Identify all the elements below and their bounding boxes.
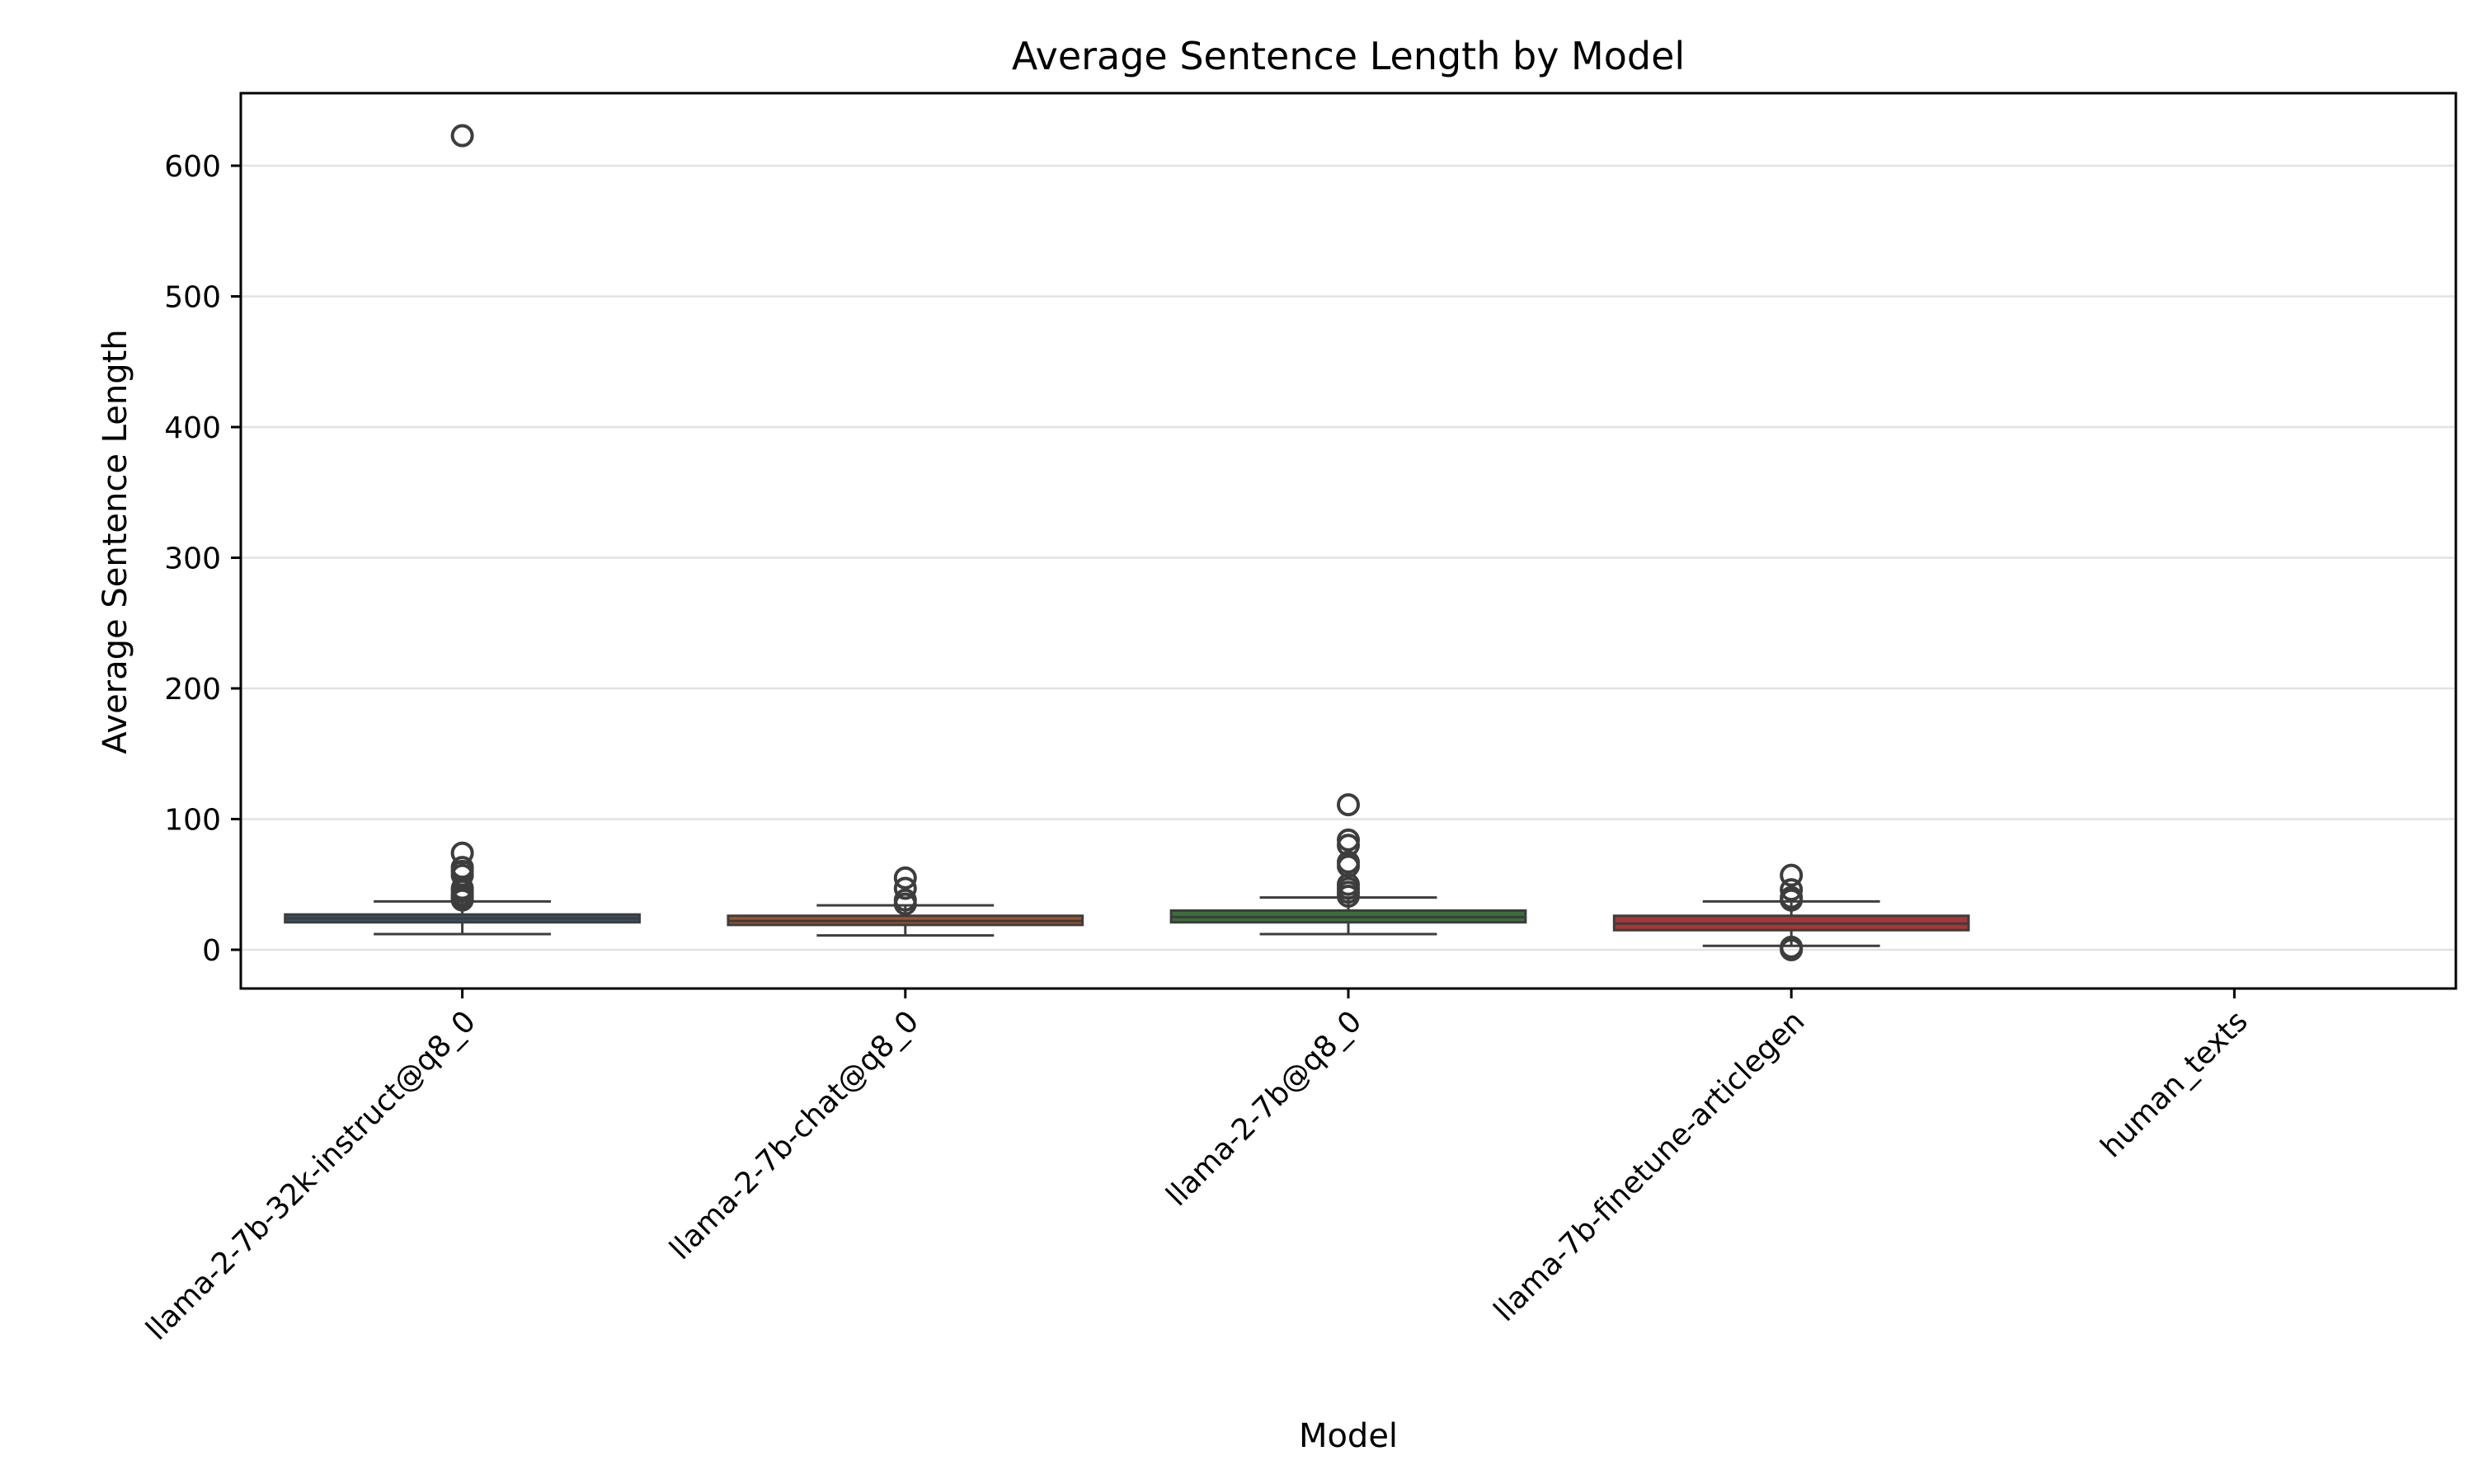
y-tick-label: 500 — [164, 281, 221, 315]
box-group — [284, 124, 641, 936]
box-series — [284, 124, 1970, 961]
outlier-point — [1780, 863, 1804, 887]
outlier-point — [1780, 885, 1804, 909]
x-tick-label: llama-2-7b-chat@q8_0 — [663, 1004, 925, 1266]
x-axis: llama-2-7b-32k-instruct@q8_0 llama-2-7b-c… — [140, 989, 2255, 1347]
box-group — [727, 866, 1084, 937]
outlier-point — [1780, 878, 1804, 902]
box-group — [1169, 793, 1527, 936]
outlier-point — [1337, 850, 1360, 874]
y-axis: 0 100 200 300 400 500 600 — [164, 150, 241, 968]
outlier-point — [450, 841, 474, 865]
outlier-point — [450, 856, 474, 880]
x-tick-label: llama-7b-finetune-articlegen — [1488, 1004, 1812, 1328]
x-axis-label: Model — [1299, 1417, 1398, 1455]
x-tick-label: llama-2-7b-32k-instruct@q8_0 — [140, 1004, 482, 1346]
outlier-point — [450, 124, 474, 148]
x-tick-label: llama-2-7b@q8_0 — [1160, 1004, 1369, 1213]
outlier-point — [1337, 828, 1360, 852]
outlier-point — [1337, 793, 1360, 817]
outlier-point — [1780, 935, 1804, 959]
y-axis-label: Average Sentence Length — [96, 329, 134, 754]
x-tick-label: human_texts — [2095, 1004, 2255, 1164]
y-tick-label: 400 — [164, 411, 221, 445]
y-tick-label: 0 — [202, 934, 221, 968]
grid-lines — [241, 164, 2456, 951]
box-group — [1612, 863, 1970, 961]
outlier-point — [893, 866, 917, 890]
outlier-point — [893, 888, 917, 912]
outlier-point — [893, 876, 917, 900]
chart-title: Average Sentence Length by Model — [1012, 34, 1685, 78]
y-tick-label: 300 — [164, 542, 221, 576]
y-tick-label: 200 — [164, 673, 221, 707]
y-tick-label: 600 — [164, 150, 221, 184]
y-tick-label: 100 — [164, 804, 221, 838]
